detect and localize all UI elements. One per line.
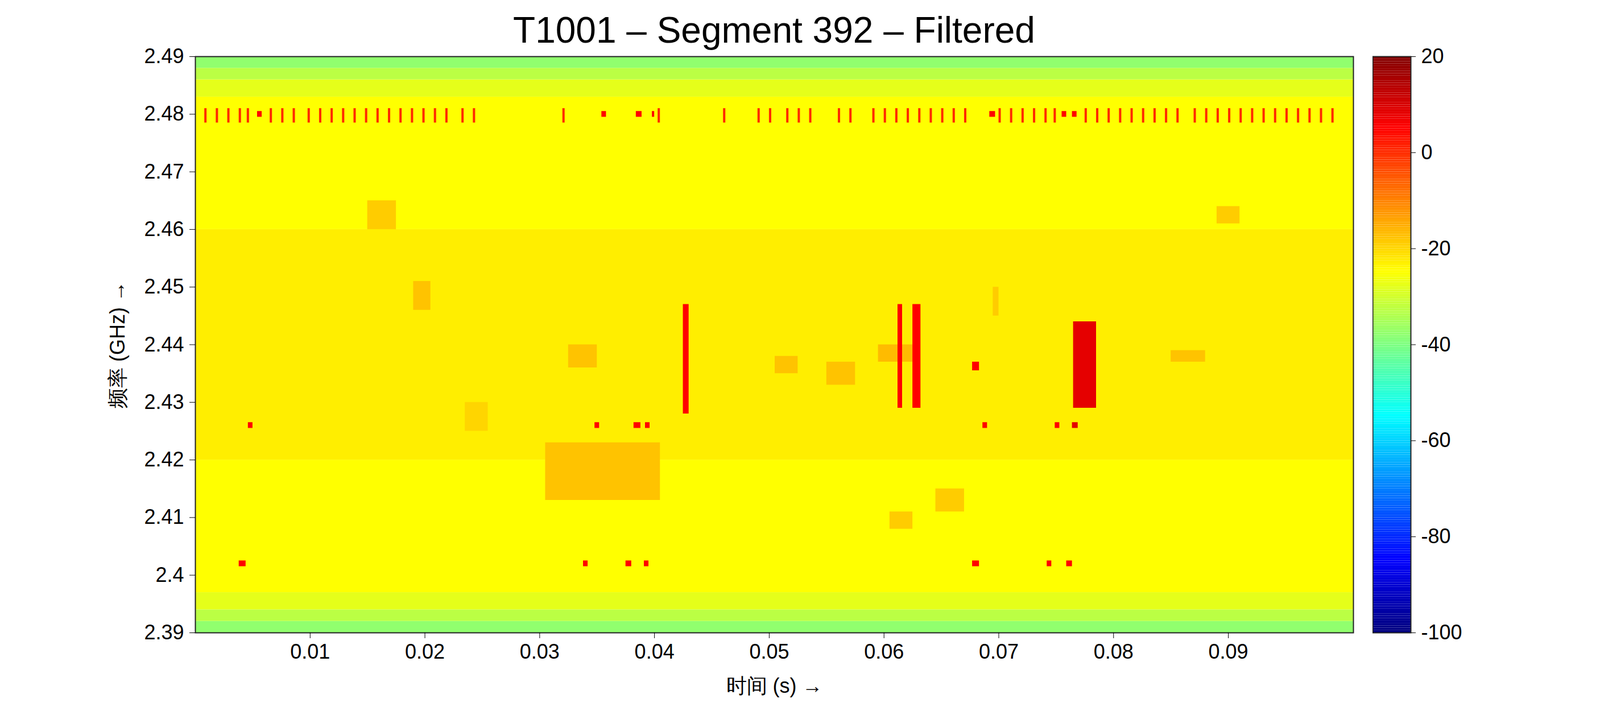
svg-text:0.01: 0.01 xyxy=(290,639,330,664)
svg-text:2.4: 2.4 xyxy=(155,563,184,587)
svg-text:0.09: 0.09 xyxy=(1208,639,1249,664)
svg-text:0.07: 0.07 xyxy=(978,639,1019,664)
html-text:T1001 – Segment 392 – Filtered: T1001 – Segment 392 – Filtered xyxy=(513,9,1036,51)
svg-text:2.41: 2.41 xyxy=(143,505,184,529)
svg-text:2.45: 2.45 xyxy=(143,274,184,299)
svg-text:0.06: 0.06 xyxy=(863,639,904,664)
svg-text:2.43: 2.43 xyxy=(143,390,184,414)
svg-text:0: 0 xyxy=(1421,140,1433,164)
svg-text:0.08: 0.08 xyxy=(1093,639,1134,664)
svg-text:20: 20 xyxy=(1421,44,1445,68)
svg-text:2.39: 2.39 xyxy=(143,620,184,644)
svg-text:2.48: 2.48 xyxy=(143,101,184,126)
svg-text:0.04: 0.04 xyxy=(634,639,675,664)
svg-text:时间 (s) →: 时间 (s) → xyxy=(726,674,824,698)
svg-text:频率 (GHz) →: 频率 (GHz) → xyxy=(105,280,130,409)
svg-text:-40: -40 xyxy=(1421,332,1451,357)
svg-text:2.47: 2.47 xyxy=(143,159,184,184)
svg-text:-20: -20 xyxy=(1421,236,1451,260)
svg-text:-80: -80 xyxy=(1421,524,1451,548)
svg-text:0.03: 0.03 xyxy=(519,639,560,664)
svg-text:2.49: 2.49 xyxy=(143,44,184,68)
svg-text:-100: -100 xyxy=(1421,620,1463,644)
svg-text:0.05: 0.05 xyxy=(749,639,789,664)
svg-text:0.02: 0.02 xyxy=(404,639,445,664)
svg-text:-60: -60 xyxy=(1421,428,1451,452)
svg-text:2.42: 2.42 xyxy=(143,447,184,471)
svg-text:2.44: 2.44 xyxy=(143,332,184,357)
svg-text:2.46: 2.46 xyxy=(143,217,184,241)
